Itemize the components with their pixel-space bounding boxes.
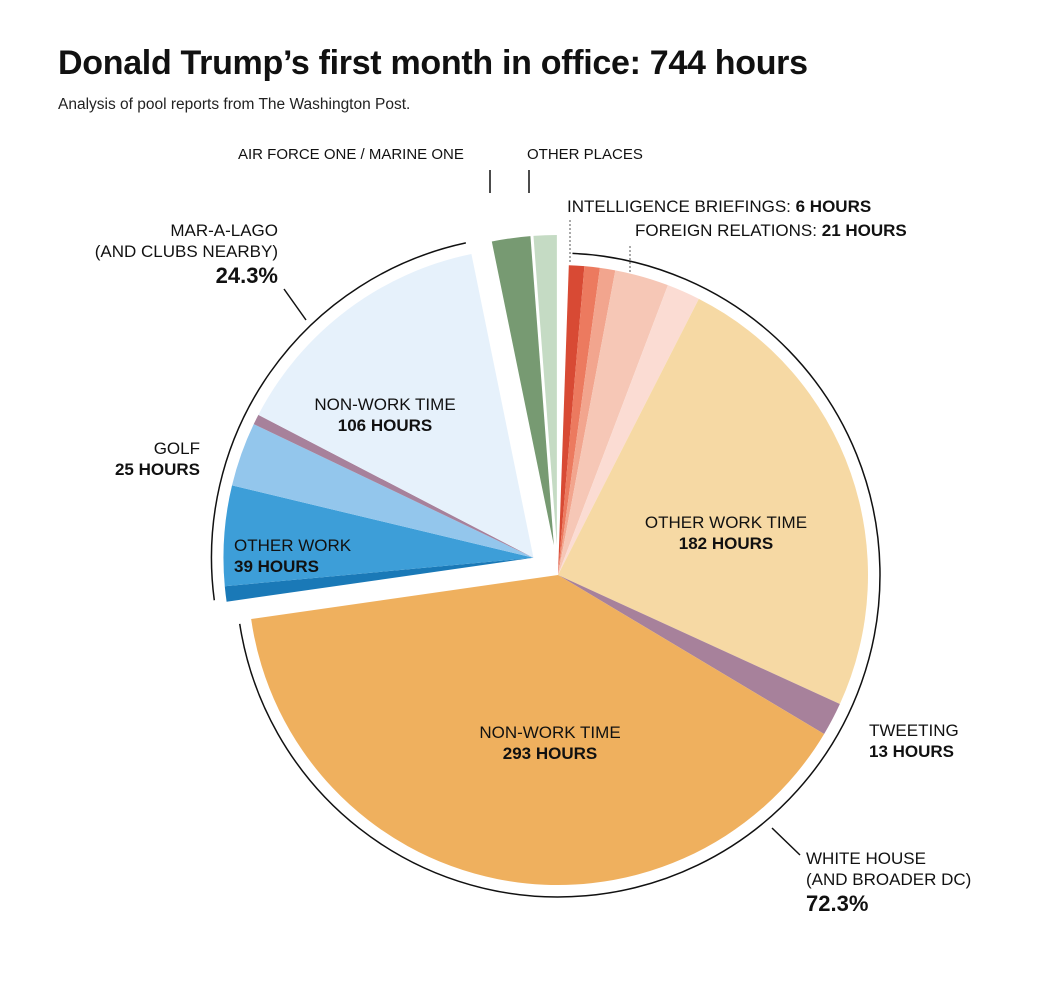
label-foreign-relations: FOREIGN RELATIONS: 21 HOURS <box>635 220 907 241</box>
slice-1-3-tweeting-mar-a-lago <box>253 414 534 558</box>
white-house-line2: (AND BROADER DC) <box>806 870 972 889</box>
slice-1-2-golf <box>232 424 534 558</box>
golf-hours: 25 HOURS <box>114 460 200 479</box>
slice-1-0-other-work-dark <box>224 557 534 602</box>
mar-non-work-name: NON-WORK TIME <box>314 395 456 414</box>
label-intelligence-briefings: INTELLIGENCE BRIEFINGS: 6 HOURS <box>567 196 871 217</box>
wh-non-work-name: NON-WORK TIME <box>479 723 621 742</box>
label-wh-non-work: NON-WORK TIME 293 HOURS <box>450 722 650 764</box>
slice-0-7-non-work-time <box>251 575 825 885</box>
tweeting-name: TWEETING <box>869 721 959 740</box>
slice-0-1-other-briefing <box>558 266 600 575</box>
slice-0-2-other-briefing-2 <box>558 267 616 575</box>
leader-white-house <box>771 827 801 856</box>
slice-1-1-other-work <box>223 485 534 587</box>
leader-lines <box>283 170 801 856</box>
slice-0-0-intelligence-briefings <box>558 265 585 575</box>
mar-a-lago-share: 24.3% <box>215 263 278 288</box>
slice-2-0-air-force-one-marine-one <box>491 236 554 546</box>
other-work-hours: 39 HOURS <box>234 557 320 576</box>
slice-0-6-tweeting <box>558 575 840 734</box>
wh-non-work-hours: 293 HOURS <box>502 744 598 763</box>
slice-0-3-foreign-relations <box>558 270 668 575</box>
label-mar-non-work: NON-WORK TIME 106 HOURS <box>300 394 470 436</box>
chart-title: Donald Trump’s first month in office: 74… <box>58 44 808 82</box>
other-work-time-hours: 182 HOURS <box>678 534 774 553</box>
label-intelligence-name: INTELLIGENCE BRIEFINGS: <box>567 197 791 216</box>
label-other-work-time: OTHER WORK TIME 182 HOURS <box>626 512 826 554</box>
label-white-house: WHITE HOUSE (AND BROADER DC) 72.3% <box>806 848 971 918</box>
chart-subtitle: Analysis of pool reports from The Washin… <box>58 96 411 113</box>
other-work-name: OTHER WORK <box>234 536 352 555</box>
slice-0-5-other-work-time <box>558 298 868 705</box>
label-other-places: OTHER PLACES <box>527 146 643 163</box>
mar-non-work-hours: 106 HOURS <box>337 416 433 435</box>
slice-1-4-non-work-time <box>258 254 534 558</box>
label-foreign-hours: 21 HOURS <box>821 221 907 240</box>
slice-3-0-other-places <box>533 235 557 546</box>
label-mar-a-lago: MAR-A-LAGO (AND CLUBS NEARBY) 24.3% <box>95 220 278 290</box>
label-golf: GOLF 25 HOURS <box>115 438 200 480</box>
slice-0-4-other-meetings <box>558 285 699 575</box>
white-house-share: 72.3% <box>806 891 869 916</box>
pie-slices <box>223 235 868 885</box>
mar-a-lago-line1: MAR-A-LAGO <box>170 221 278 240</box>
tweeting-hours: 13 HOURS <box>869 742 955 761</box>
group-arc-mar-a-lago-and-clubs-nearby <box>210 242 467 601</box>
other-work-time-name: OTHER WORK TIME <box>644 513 808 532</box>
mar-a-lago-line2: (AND CLUBS NEARBY) <box>94 242 278 261</box>
label-other-work: OTHER WORK 39 HOURS <box>234 535 351 577</box>
label-tweeting: TWEETING 13 HOURS <box>869 720 959 762</box>
white-house-line1: WHITE HOUSE <box>806 849 926 868</box>
label-foreign-name: FOREIGN RELATIONS: <box>635 221 817 240</box>
golf-name: GOLF <box>153 439 200 458</box>
label-intelligence-hours: 6 HOURS <box>795 197 872 216</box>
leader-mar-a-lago <box>283 288 307 321</box>
group-arc-white-house-and-broader-dc <box>238 252 881 898</box>
label-air-force-one: AIR FORCE ONE / MARINE ONE <box>238 146 464 163</box>
group-arcs <box>210 242 881 898</box>
